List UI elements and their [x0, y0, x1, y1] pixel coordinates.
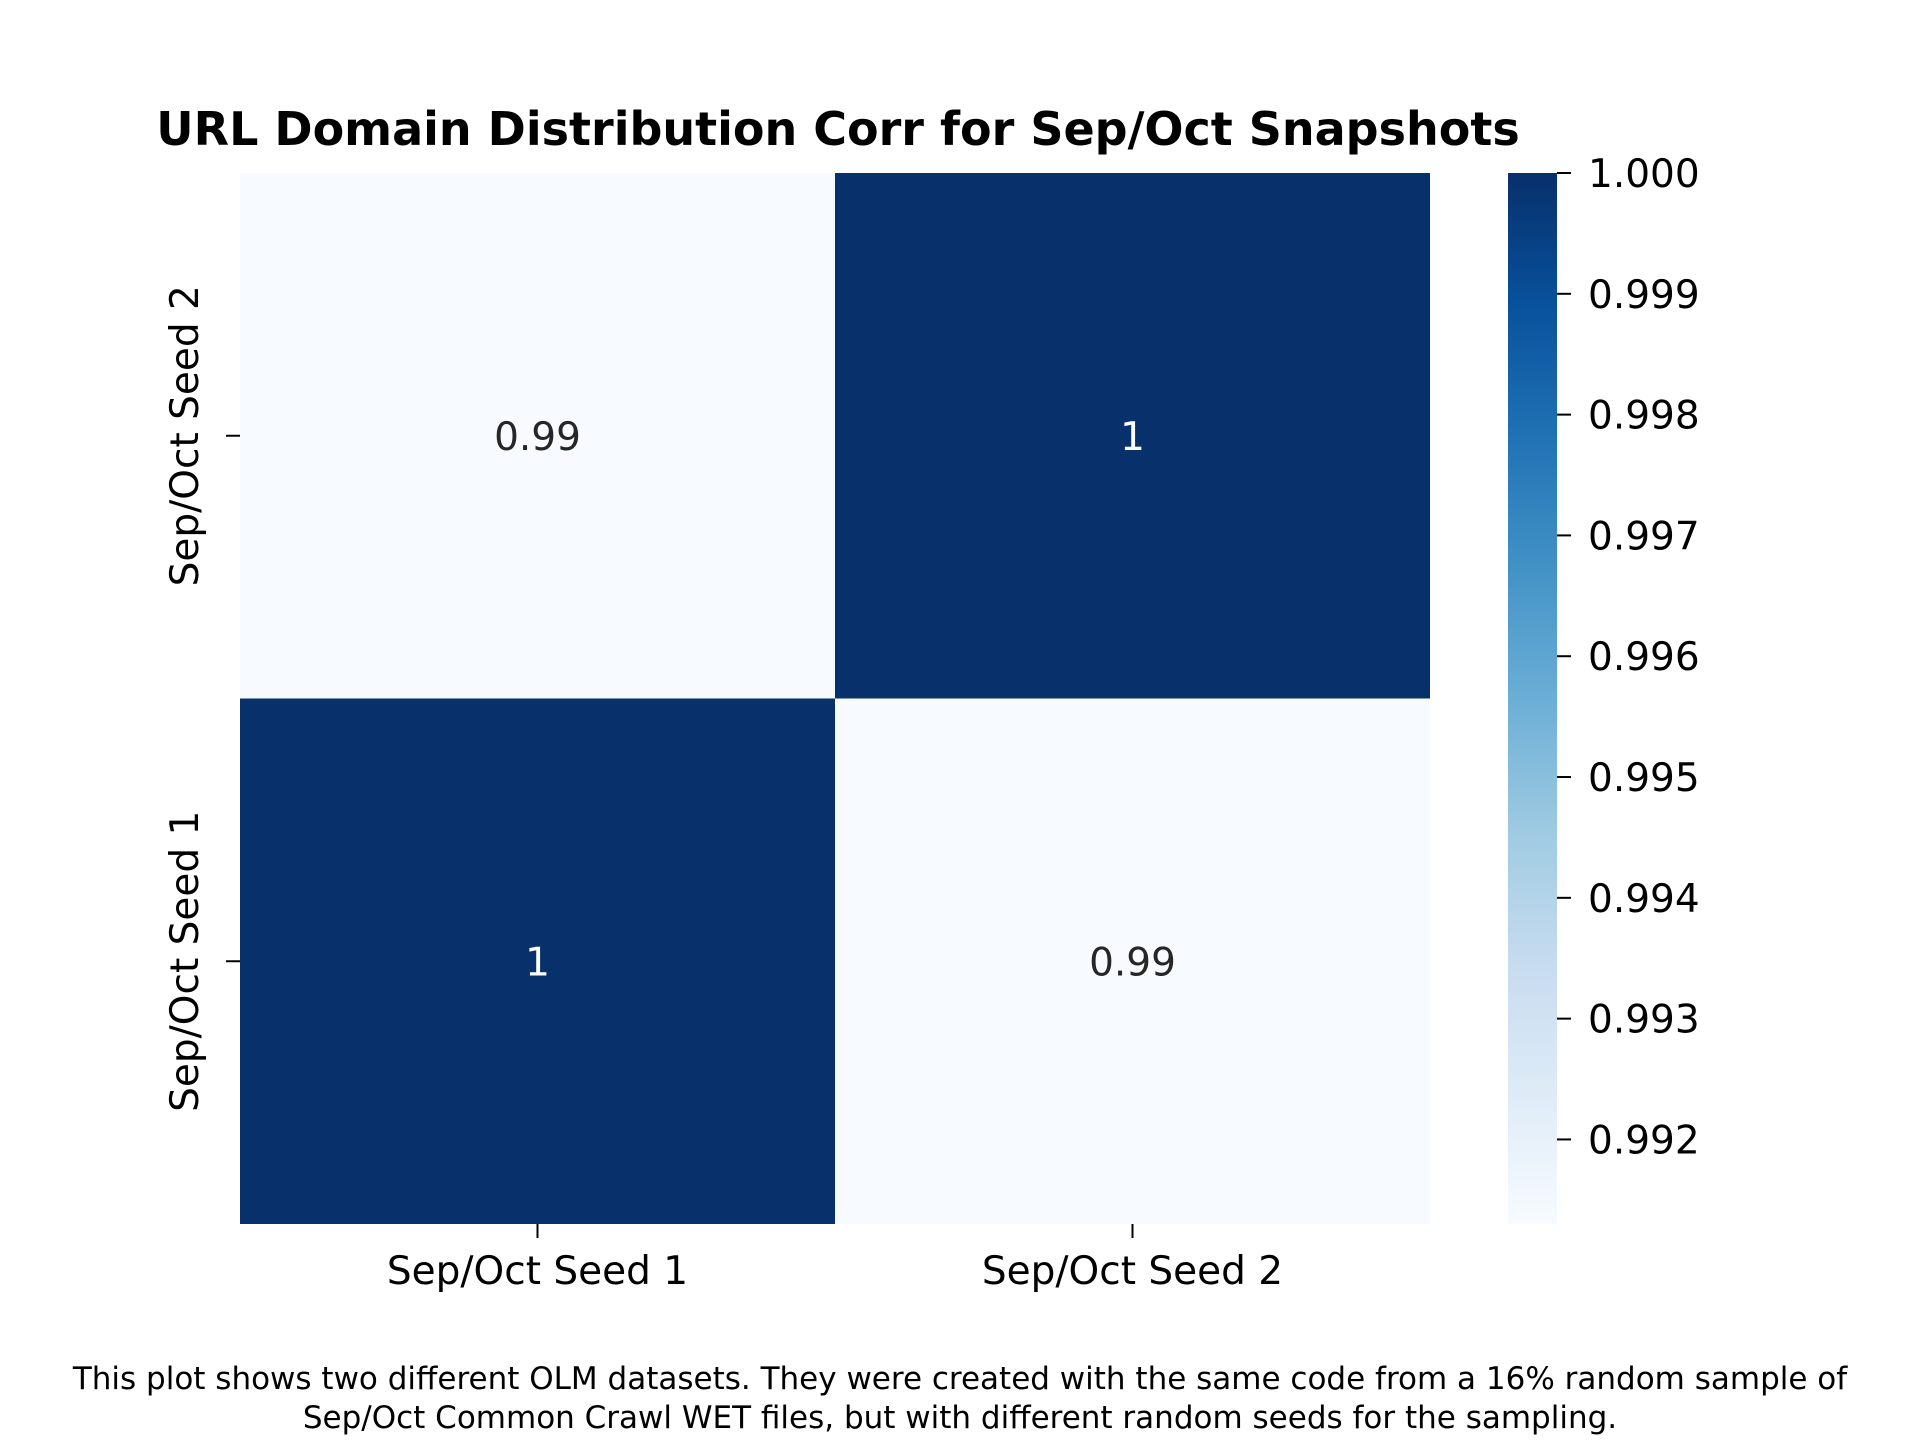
colorbar-tick-label-8: 1.000: [1588, 152, 1700, 197]
cell-value-label-r1-c1: 0.99: [1089, 940, 1176, 985]
caption-line-2: Sep/Oct Common Crawl WET files, but with…: [302, 1400, 1618, 1436]
figure-caption: This plot shows two different OLM datase…: [0, 1360, 1920, 1438]
heatmap-cell-labels: 0.99 1 1 0.99: [494, 415, 1176, 986]
colorbar-tick-label-3: 0.995: [1588, 756, 1700, 801]
y-tick-label-0: Sep/Oct Seed 2: [163, 285, 208, 586]
caption-line-1: This plot shows two different OLM datase…: [72, 1361, 1848, 1397]
heatmap-cell-r1-c1: [835, 698, 1430, 1224]
colorbar: [1508, 173, 1557, 1224]
colorbar-tick-label-1: 0.993: [1588, 998, 1700, 1043]
heatmap-cell-r0-c1: [835, 173, 1430, 699]
chart-title: URL Domain Distribution Corr for Sep/Oct…: [156, 102, 1519, 156]
colorbar-ticks: 0.992 0.993 0.994 0.995 0.996 0.997 0.998 0.999…: [1557, 152, 1700, 1163]
y-tick-label-1: Sep/Oct Seed 1: [163, 811, 208, 1112]
y-axis: Sep/Oct Seed 2 Sep/Oct Seed 1: [163, 285, 240, 1112]
colorbar-tick-label-4: 0.996: [1588, 635, 1700, 680]
cell-value-label-r1-c0: 1: [525, 940, 550, 985]
x-axis: Sep/Oct Seed 1 Sep/Oct Seed 2: [387, 1224, 1283, 1294]
heatmap-cells: [240, 173, 1430, 1224]
cell-value-label-r0-c0: 0.99: [494, 415, 581, 460]
cell-value-label-r0-c1: 1: [1120, 415, 1145, 460]
heatmap-cell-r1-c0: [240, 698, 835, 1224]
colorbar-tick-label-0: 0.992: [1588, 1118, 1700, 1163]
colorbar-tick-label-6: 0.998: [1588, 394, 1700, 439]
colorbar-tick-label-5: 0.997: [1588, 514, 1700, 559]
x-tick-label-1: Sep/Oct Seed 2: [982, 1249, 1283, 1294]
colorbar-tick-label-2: 0.994: [1588, 877, 1700, 922]
x-tick-label-0: Sep/Oct Seed 1: [387, 1249, 688, 1294]
colorbar-tick-label-7: 0.999: [1588, 273, 1700, 318]
heatmap-cell-r0-c0: [240, 173, 835, 699]
